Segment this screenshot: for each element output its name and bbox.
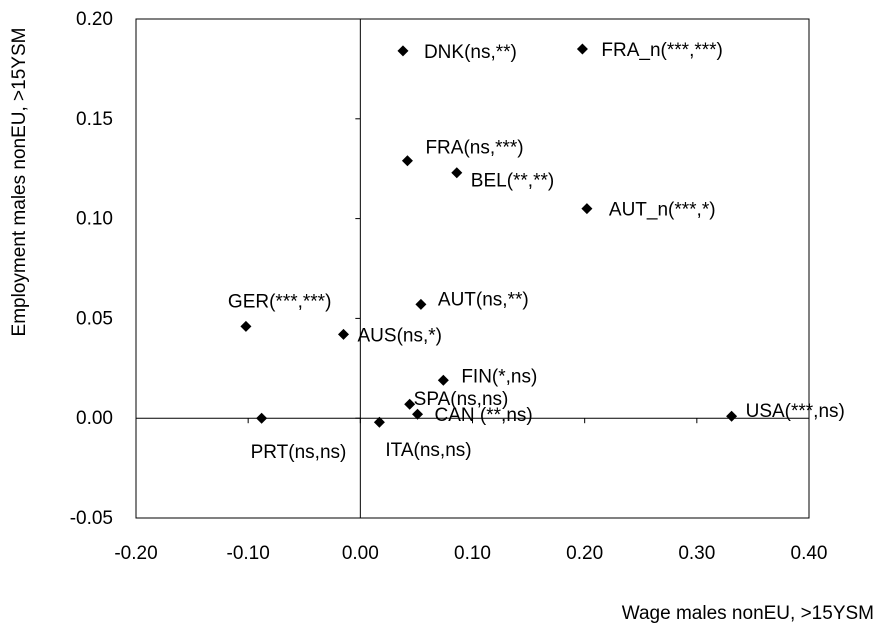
y-tick-label: -0.05 bbox=[70, 508, 113, 529]
data-point-marker bbox=[412, 408, 424, 420]
data-point-label: BEL(**,**) bbox=[471, 171, 554, 192]
data-point-label: GER(***,***) bbox=[228, 291, 331, 312]
y-tick-label: 0.00 bbox=[76, 408, 113, 429]
data-point-marker bbox=[397, 45, 409, 57]
y-axis-title: Employment males nonEU, >15YSM bbox=[9, 28, 30, 337]
data-point-label: FRA_n(***,***) bbox=[601, 40, 722, 61]
x-axis-title: Wage males nonEU, >15YSM bbox=[622, 603, 874, 624]
data-point-label: FIN(*,ns) bbox=[461, 366, 537, 387]
x-tick-label: -0.10 bbox=[227, 543, 270, 564]
data-point-marker bbox=[581, 203, 593, 215]
data-point-marker bbox=[576, 43, 588, 55]
x-tick-label: 0.00 bbox=[342, 543, 379, 564]
y-tick-label: 0.10 bbox=[76, 209, 113, 230]
x-tick-label: 0.20 bbox=[566, 543, 603, 564]
x-tick-label: 0.10 bbox=[454, 543, 491, 564]
y-axis-ticks: 0.20 0.15 0.10 0.05 0.00 -0.05 bbox=[70, 9, 361, 529]
y-tick-label: 0.20 bbox=[76, 9, 113, 30]
data-point-label: DNK(ns,**) bbox=[424, 42, 517, 63]
data-point-marker bbox=[437, 374, 449, 386]
data-point-label: CAN (**,ns) bbox=[435, 405, 533, 426]
y-tick-label: 0.15 bbox=[76, 109, 113, 130]
x-tick-label: 0.40 bbox=[791, 543, 828, 564]
data-point-marker bbox=[726, 410, 738, 422]
data-points bbox=[240, 43, 738, 428]
data-point-marker bbox=[256, 412, 268, 424]
data-point-label: FRA(ns,***) bbox=[425, 138, 523, 159]
point-labels: DNK(ns,**) FRA_n(***,***) FRA(ns,***) BEL(*… bbox=[228, 40, 845, 463]
data-point-marker bbox=[415, 298, 427, 310]
data-point-marker bbox=[451, 167, 463, 179]
data-point-label: AUS(ns,*) bbox=[358, 325, 442, 346]
data-point-marker bbox=[240, 320, 252, 332]
x-tick-label: 0.30 bbox=[678, 543, 715, 564]
data-point-label: PRT(ns,ns) bbox=[251, 442, 347, 463]
data-point-label: ITA(ns,ns) bbox=[385, 440, 471, 461]
data-point-marker bbox=[404, 398, 416, 410]
data-point-label: USA(***,ns) bbox=[746, 401, 845, 422]
data-point-marker bbox=[338, 328, 350, 340]
data-point-marker bbox=[401, 155, 413, 167]
data-point-label: SPA(ns,ns) bbox=[414, 389, 509, 410]
data-point-marker bbox=[373, 416, 385, 428]
y-tick-label: 0.05 bbox=[76, 308, 113, 329]
data-point-label: AUT(ns,**) bbox=[438, 289, 529, 310]
data-point-label: AUT_n(***,*) bbox=[609, 200, 716, 221]
x-axis-ticks: -0.20 -0.10 0.00 0.10 0.20 0.30 0.40 bbox=[114, 418, 827, 564]
plot-area bbox=[135, 18, 810, 519]
x-tick-label: -0.20 bbox=[114, 543, 157, 564]
